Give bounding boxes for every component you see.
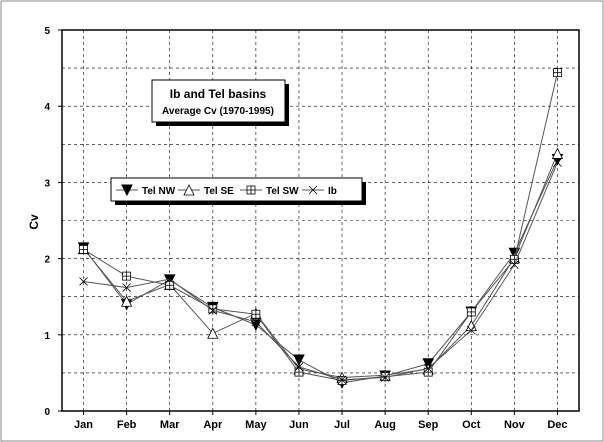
x-tick-label: Jul xyxy=(334,419,350,431)
data-point xyxy=(510,260,519,269)
data-point xyxy=(79,277,88,286)
x-tick-label: Apr xyxy=(203,419,223,431)
series-line xyxy=(83,72,558,382)
marker-x-b xyxy=(337,375,347,385)
y-axis-ticks: 0 1 2 3 4 5 xyxy=(44,26,62,418)
series-group xyxy=(77,68,564,389)
legend-frame xyxy=(110,177,363,202)
series-ib xyxy=(79,158,562,385)
marker-triangle-up xyxy=(120,295,133,307)
y-axis-label: Cv xyxy=(27,214,41,230)
legend: Tel NW Tel SE Tel SW Ib xyxy=(110,177,366,205)
data-point xyxy=(294,362,304,372)
y-tick-label: 1 xyxy=(44,331,50,342)
x-tick-label: Oct xyxy=(462,419,481,431)
data-point xyxy=(165,274,174,284)
data-point xyxy=(466,307,476,317)
legend-item: Ib xyxy=(302,185,337,197)
marker-x-b xyxy=(423,364,433,373)
marker-x-b xyxy=(165,274,174,284)
data-point xyxy=(208,304,218,314)
marker-triangle-down xyxy=(293,354,305,367)
legend-label: Tel SE xyxy=(204,186,234,197)
x-tick-label: May xyxy=(245,419,267,431)
marker-triangle-up xyxy=(207,327,219,339)
x-tick-label: Feb xyxy=(117,419,137,431)
data-point xyxy=(380,373,390,382)
marker-x-b xyxy=(122,283,131,292)
data-point xyxy=(293,354,305,367)
data-point xyxy=(122,271,132,281)
chart-title: Ib and Tel basins xyxy=(170,87,267,101)
legend-item: Tel SE xyxy=(178,184,234,197)
data-point xyxy=(553,68,562,78)
marker-x-b xyxy=(510,260,519,269)
marker-x-b xyxy=(208,306,218,315)
data-point xyxy=(79,245,88,254)
title-box-frame xyxy=(151,79,286,123)
title-box: Ib and Tel basins Average Cv (1970-1995) xyxy=(151,79,289,126)
marker-triangle-up xyxy=(551,147,564,159)
series-line xyxy=(83,162,558,381)
x-tick-label: Nov xyxy=(504,419,526,431)
marker-triangle-down xyxy=(121,184,133,197)
data-point xyxy=(337,376,347,385)
x-tick-label: Aug xyxy=(374,419,395,431)
data-point xyxy=(551,147,564,159)
series-tel-sw xyxy=(79,68,562,385)
x-tick-label: Sep xyxy=(418,419,438,431)
legend-label: Ib xyxy=(328,186,337,197)
data-point xyxy=(207,327,219,339)
legend-label: Tel SW xyxy=(266,186,299,197)
grid-lines xyxy=(62,30,579,411)
legend-item: Tel NW xyxy=(116,184,176,197)
marker-x-b xyxy=(467,325,476,335)
y-tick-label: 3 xyxy=(44,178,50,189)
x-axis-ticks: Jan Feb Mar Apr May Jun Jul Aug Sep Oct Nov Dec xyxy=(74,411,568,431)
data-point xyxy=(251,309,261,319)
marker-x-b xyxy=(251,317,261,327)
x-tick-label: Mar xyxy=(160,419,180,431)
x-tick-label: Jun xyxy=(289,419,309,431)
data-point xyxy=(294,367,304,377)
marker-triangle-up xyxy=(183,184,195,196)
marker-x-b xyxy=(308,185,318,195)
data-point xyxy=(553,158,562,167)
data-point xyxy=(251,317,261,327)
data-point xyxy=(120,295,133,307)
x-tick-label: Jan xyxy=(74,419,93,431)
data-point xyxy=(423,364,433,373)
y-tick-label: 4 xyxy=(44,102,50,113)
x-tick-label: Dec xyxy=(547,419,567,431)
legend-label: Tel NW xyxy=(142,186,176,197)
marker-x-b xyxy=(79,277,88,286)
data-point xyxy=(165,280,175,290)
marker-x-b xyxy=(294,362,304,372)
legend-item: Tel SW xyxy=(240,185,299,197)
y-tick-label: 2 xyxy=(44,255,50,266)
data-point xyxy=(122,283,131,292)
marker-x-b xyxy=(553,158,562,167)
chart-subtitle: Average Cv (1970-1995) xyxy=(162,106,274,117)
plot-area xyxy=(61,29,580,412)
y-tick-label: 0 xyxy=(44,407,50,418)
data-point xyxy=(337,375,347,385)
data-point xyxy=(208,306,218,315)
y-tick-label: 5 xyxy=(44,26,50,37)
marker-x-b xyxy=(380,373,390,382)
data-point xyxy=(467,325,476,335)
